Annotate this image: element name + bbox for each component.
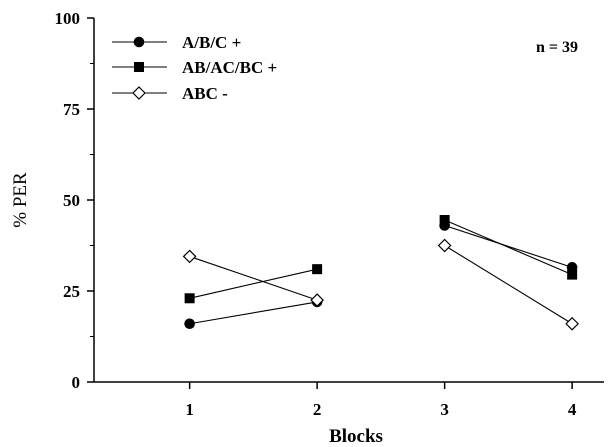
series-2-line-segment-1 <box>189 268 318 299</box>
series-3 <box>182 238 579 331</box>
series-layer <box>182 215 579 331</box>
x-tick-label-2: 2 <box>313 400 322 419</box>
series-2-line-segment-2 <box>444 219 573 276</box>
series-1-point-block-1 <box>184 318 195 330</box>
legend-label-3: ABC - <box>182 84 228 103</box>
legend-marker-2 <box>134 62 144 72</box>
series-3-line-segment-1 <box>189 255 318 301</box>
legend-label-1: A/B/C + <box>182 33 241 52</box>
legend-item-2: AB/AC/BC + <box>112 58 277 77</box>
x-tick-label-4: 4 <box>568 400 577 419</box>
series-2-point-block-4 <box>567 269 578 280</box>
x-tick-label-3: 3 <box>440 400 449 419</box>
sample-size-annotation: n = 39 <box>536 39 578 56</box>
legend-item-3: ABC - <box>112 84 228 103</box>
series-2 <box>184 215 578 304</box>
series-2-point-block-3 <box>439 215 450 226</box>
legend-marker-3 <box>132 86 146 100</box>
legend-marker-1 <box>133 36 145 48</box>
legend-label-2: AB/AC/BC + <box>182 58 277 77</box>
y-tick-label-25: 25 <box>63 282 80 301</box>
tick-marks <box>87 17 573 389</box>
legend: A/B/C + AB/AC/BC + ABC - <box>112 33 277 103</box>
x-axis-title: Blocks <box>329 426 383 447</box>
series-1-line-segment-1 <box>189 301 318 325</box>
y-tick-label-100: 100 <box>55 9 81 28</box>
x-tick-label-1: 1 <box>185 400 194 419</box>
y-tick-label-50: 50 <box>63 191 80 210</box>
y-tick-label-0: 0 <box>72 373 81 392</box>
legend-item-1: A/B/C + <box>112 33 241 52</box>
y-axis-title: % PER <box>10 172 31 228</box>
axes <box>93 18 604 383</box>
series-2-point-block-1 <box>184 293 195 304</box>
series-3-point-block-3 <box>437 238 452 253</box>
series-3-line-segment-2 <box>444 245 573 325</box>
series-1-line-segment-2 <box>444 224 573 268</box>
series-3-point-block-2 <box>310 293 324 307</box>
tick-labels: 0 25 50 75 100 1 2 3 4 <box>55 9 577 419</box>
series-3-point-block-1 <box>182 249 197 264</box>
series-3-point-block-4 <box>565 316 579 331</box>
y-tick-label-75: 75 <box>63 100 80 119</box>
series-2-point-block-2 <box>312 264 323 275</box>
